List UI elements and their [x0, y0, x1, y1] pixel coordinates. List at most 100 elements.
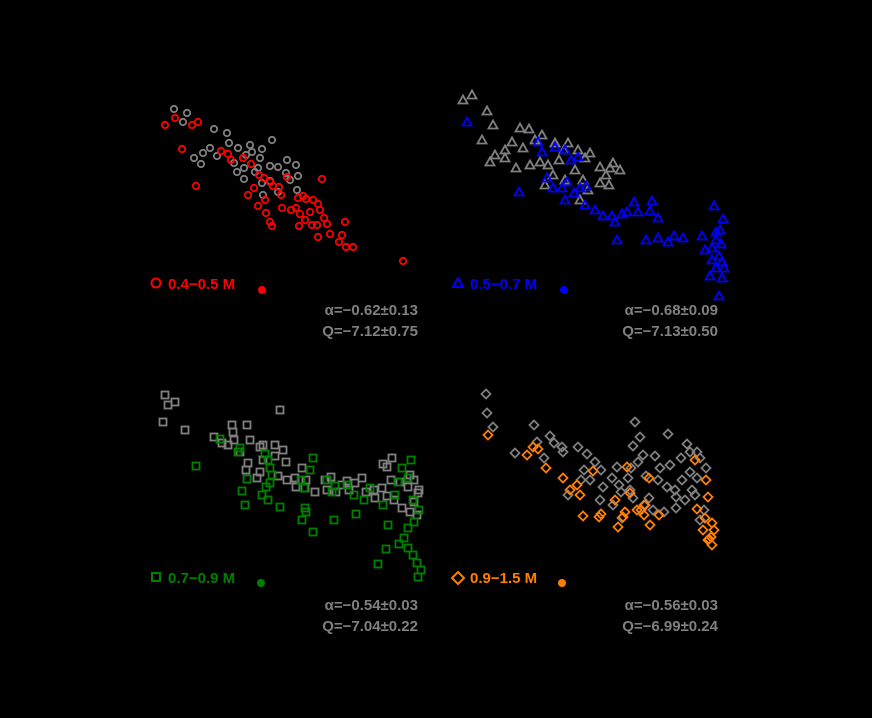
diamond-marker-icon	[487, 421, 499, 433]
square-marker-icon	[308, 453, 318, 463]
square-marker-icon	[273, 471, 283, 481]
square-marker-icon	[381, 544, 391, 554]
diamond-marker-icon	[658, 506, 670, 518]
triangle-marker-icon	[540, 171, 554, 183]
diamond-marker-icon	[480, 388, 492, 400]
circle-marker-icon	[267, 221, 277, 231]
triangle-marker-icon	[531, 135, 545, 147]
circle-marker-icon	[292, 185, 302, 195]
circle-marker-icon	[193, 117, 203, 127]
circle-marker-icon	[255, 153, 265, 163]
square-marker-icon	[160, 390, 170, 400]
square-marker-icon	[351, 509, 361, 519]
triangle-marker-icon	[651, 211, 665, 223]
triangle-marker-icon	[715, 271, 729, 283]
legend-bottom-right: 0.9−1.5 M	[450, 570, 566, 587]
square-marker-icon	[242, 420, 252, 430]
square-marker-icon	[191, 461, 201, 471]
circle-marker-icon	[295, 209, 305, 219]
diamond-marker-icon	[606, 472, 618, 484]
square-marker-icon	[330, 481, 340, 491]
legend-diamond-icon	[450, 570, 466, 586]
triangle-marker-icon	[667, 229, 681, 241]
triangle-marker-icon	[661, 235, 675, 247]
square-marker-icon	[275, 502, 285, 512]
diamond-marker-icon	[661, 481, 673, 493]
square-marker-icon	[397, 503, 407, 513]
triangle-marker-icon	[465, 88, 479, 100]
triangle-marker-icon	[535, 128, 549, 140]
legend-label: 0.5−0.7 M	[470, 276, 537, 293]
circle-marker-icon	[260, 195, 270, 205]
triangle-marker-icon	[548, 140, 562, 152]
triangle-marker-icon	[460, 115, 474, 127]
circle-marker-icon	[253, 201, 263, 211]
q-stat: Q=−6.99±0.24	[622, 618, 718, 635]
square-marker-icon	[412, 558, 422, 568]
square-marker-icon	[409, 517, 419, 527]
triangle-marker-icon	[486, 118, 500, 130]
circle-marker-icon	[233, 143, 243, 153]
circle-marker-icon	[232, 167, 242, 177]
square-marker-icon	[395, 477, 405, 487]
triangle-marker-icon	[709, 225, 723, 237]
square-marker-icon	[282, 475, 292, 485]
q-stat: Q=−7.04±0.22	[322, 618, 418, 635]
diamond-marker-icon	[625, 462, 637, 474]
triangle-marker-icon	[522, 122, 536, 134]
circle-marker-icon	[191, 181, 201, 191]
legend-label: 0.4−0.5 M	[168, 276, 235, 293]
alpha-stat: α=−0.62±0.13	[325, 302, 418, 319]
square-marker-icon	[365, 483, 375, 493]
triangle-marker-icon	[712, 249, 726, 261]
diamond-marker-icon	[621, 461, 633, 473]
square-marker-icon	[296, 475, 306, 485]
series-colored	[460, 115, 731, 301]
diamond-marker-icon	[670, 502, 682, 514]
triangle-marker-icon	[480, 104, 494, 116]
triangle-marker-icon	[709, 261, 723, 273]
circle-marker-icon	[170, 113, 180, 123]
alpha-stat: α=−0.68±0.09	[625, 302, 718, 319]
circle-marker-icon	[291, 160, 301, 170]
circle-marker-icon	[334, 237, 344, 247]
diamond-marker-icon	[629, 416, 641, 428]
diamond-marker-icon	[572, 441, 584, 453]
diamond-marker-icon	[679, 494, 691, 506]
diamond-marker-icon	[597, 481, 609, 493]
triangle-marker-icon	[707, 199, 721, 211]
square-marker-icon	[270, 451, 280, 461]
square-marker-icon	[387, 453, 397, 463]
diamond-marker-icon	[676, 474, 688, 486]
diamond-marker-icon	[574, 489, 586, 501]
square-marker-icon	[170, 397, 180, 407]
diamond-marker-icon	[578, 464, 590, 476]
legend-top-right: 0.5−0.7 M	[451, 275, 568, 294]
q-stat: Q=−7.12±0.75	[322, 323, 418, 340]
triangle-marker-icon	[568, 163, 582, 175]
square-marker-icon	[414, 505, 424, 515]
square-marker-icon	[299, 483, 309, 493]
square-marker-icon	[215, 434, 225, 444]
square-marker-icon	[373, 559, 383, 569]
triangle-marker-icon	[512, 185, 526, 197]
diamond-marker-icon	[691, 503, 703, 515]
diamond-marker-icon	[689, 489, 701, 501]
square-marker-icon	[408, 550, 418, 560]
circle-marker-icon	[294, 221, 304, 231]
diamond-marker-icon	[691, 472, 703, 484]
square-marker-icon	[408, 495, 418, 505]
q-stat: Q=−7.13±0.50	[622, 323, 718, 340]
diamond-marker-icon	[584, 474, 596, 486]
triangle-marker-icon	[588, 203, 602, 215]
diamond-marker-icon	[697, 524, 709, 536]
square-marker-icon	[240, 500, 250, 510]
triangle-marker-icon	[608, 215, 622, 227]
square-marker-icon	[229, 435, 239, 445]
square-marker-icon	[342, 480, 352, 490]
circle-marker-icon	[249, 183, 259, 193]
legend-bottom-left: 0.7−0.9 M	[151, 570, 265, 587]
legend-triangle-icon	[451, 275, 465, 288]
square-marker-icon	[416, 565, 426, 575]
circle-marker-icon	[312, 220, 322, 230]
